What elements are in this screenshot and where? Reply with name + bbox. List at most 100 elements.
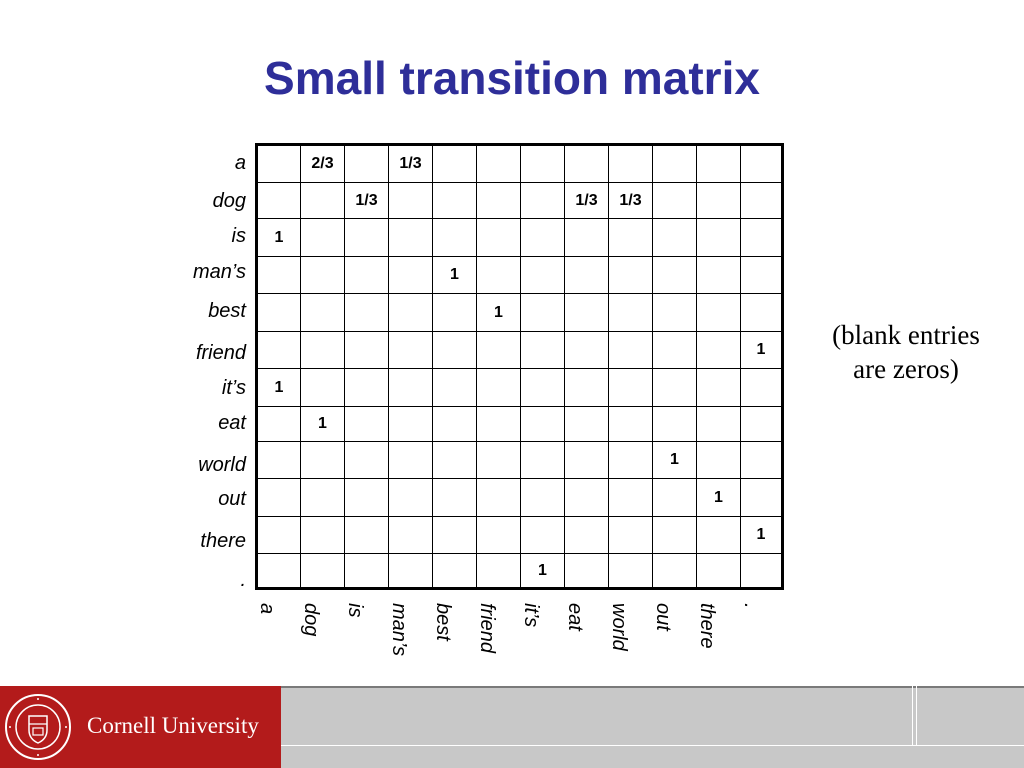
matrix-cell [608, 368, 653, 407]
matrix-cell [740, 553, 783, 589]
matrix-cell [432, 218, 477, 257]
row-label: best [208, 300, 246, 322]
matrix-cell [344, 218, 389, 257]
matrix-cell [652, 368, 697, 407]
matrix-cell [520, 441, 565, 479]
matrix-cell [520, 256, 565, 294]
matrix-cell [652, 406, 697, 442]
matrix-row: 1 [256, 553, 783, 589]
matrix-cell [740, 293, 783, 332]
matrix-row: 2/3 1/3 [256, 144, 783, 183]
matrix-row: 1 [256, 368, 783, 407]
matrix-row: 1/3 1/3 1/3 [256, 182, 783, 219]
matrix-cell [476, 516, 521, 554]
matrix-cell [608, 293, 653, 332]
matrix-cell [300, 182, 345, 219]
matrix-cell [300, 256, 345, 294]
matrix-cell [432, 368, 477, 407]
matrix-cell [432, 293, 477, 332]
matrix-cell [520, 406, 565, 442]
matrix-cell [476, 182, 521, 219]
matrix-cell [520, 331, 565, 369]
matrix-cell [388, 368, 433, 407]
matrix-cell [256, 441, 301, 479]
matrix-cell [432, 516, 477, 554]
matrix-cell [432, 553, 477, 589]
matrix-cell [740, 368, 783, 407]
matrix-cell [696, 182, 741, 219]
matrix-cell [344, 516, 389, 554]
matrix-cell [608, 331, 653, 369]
matrix-cell [520, 182, 565, 219]
matrix-cell [476, 441, 521, 479]
row-label: a [234, 152, 246, 174]
matrix-cell: 1 [520, 553, 565, 589]
matrix-cell [388, 516, 433, 554]
matrix-cell [564, 144, 609, 183]
slide-title: Small transition matrix [264, 52, 760, 104]
matrix-cell [696, 368, 741, 407]
matrix-cell [344, 256, 389, 294]
matrix-cell: 1/3 [344, 182, 389, 219]
matrix-cell [388, 218, 433, 257]
matrix-cell [520, 144, 565, 183]
matrix-cell [652, 293, 697, 332]
column-label: there [696, 603, 718, 649]
matrix-cell [300, 478, 345, 517]
matrix-cell [388, 293, 433, 332]
row-label: it’s [221, 377, 246, 399]
matrix-cell [564, 478, 609, 517]
matrix-row: 1 [256, 441, 783, 479]
row-label: . [240, 569, 246, 591]
column-label: dog [300, 603, 322, 637]
matrix-cell: 1/3 [388, 144, 433, 183]
row-label: out [218, 488, 246, 510]
matrix-cell [564, 553, 609, 589]
matrix-cell [344, 368, 389, 407]
matrix-cell [520, 478, 565, 517]
matrix-cell [696, 406, 741, 442]
matrix-row: 1 [256, 293, 783, 332]
matrix-cell: 1 [432, 256, 477, 294]
matrix-cell [696, 553, 741, 589]
matrix-cell [256, 144, 301, 183]
matrix-cell [432, 331, 477, 369]
matrix-cell [608, 441, 653, 479]
matrix-cell [740, 406, 783, 442]
matrix-cell [564, 293, 609, 332]
matrix-cell [432, 406, 477, 442]
matrix-cell [432, 478, 477, 517]
matrix-cell [564, 406, 609, 442]
column-label: friend [476, 603, 498, 654]
matrix-cell [476, 478, 521, 517]
matrix-cell [740, 256, 783, 294]
matrix-cell [300, 553, 345, 589]
matrix-cell [344, 293, 389, 332]
matrix-cell [564, 218, 609, 257]
matrix-cell [388, 331, 433, 369]
matrix-cell [388, 182, 433, 219]
matrix-cell [696, 218, 741, 257]
matrix-cell [476, 218, 521, 257]
matrix-cell [520, 293, 565, 332]
matrix-cell [256, 293, 301, 332]
matrix-cell [564, 256, 609, 294]
matrix-cell [696, 144, 741, 183]
column-label: eat [564, 603, 586, 631]
matrix-cell: 1/3 [564, 182, 609, 219]
matrix-cell [476, 144, 521, 183]
matrix-cell [256, 478, 301, 517]
matrix-cell [740, 478, 783, 517]
matrix-cell [344, 553, 389, 589]
row-label: man’s [193, 261, 246, 283]
matrix-cell [696, 516, 741, 554]
matrix-cell [608, 516, 653, 554]
matrix-cell [388, 256, 433, 294]
matrix-cell [388, 406, 433, 442]
matrix-cell [564, 516, 609, 554]
matrix-cell: 1 [696, 478, 741, 517]
matrix-cell [388, 553, 433, 589]
matrix-cell [476, 331, 521, 369]
matrix-cell [476, 256, 521, 294]
matrix-cell [432, 182, 477, 219]
